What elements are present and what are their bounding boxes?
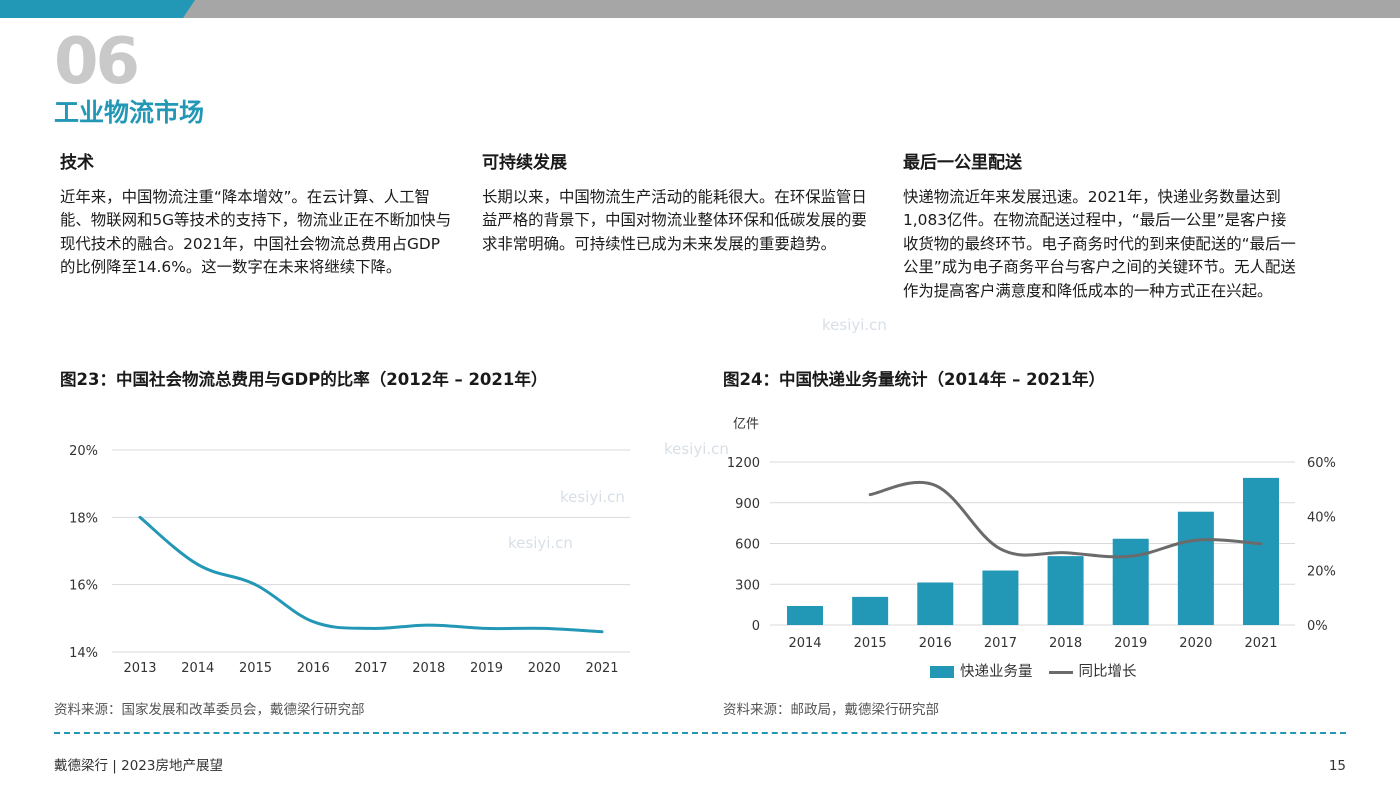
- bar-express-volume: [787, 605, 823, 625]
- x-tick-label: 2013: [123, 661, 156, 676]
- charts-canvas: 14% 16% 18% 20% 2013 2014 2015 2016 2017 2018 2019…: [69, 417, 1336, 676]
- y-tick-label-right: 40%: [1307, 510, 1336, 525]
- x-tick-label: 2021: [1244, 636, 1277, 651]
- column-body: 快递物流近年来发展迅速。2021年，快递业务数量达到1,083亿件。在物流配送过…: [903, 188, 1296, 300]
- section-number: 06: [54, 25, 140, 99]
- y-tick-label-left: 0: [752, 619, 760, 634]
- column-heading: 最后一公里配送: [903, 153, 1022, 173]
- top-banner-grey: [0, 0, 1400, 18]
- y-tick-label-right: 20%: [1307, 565, 1336, 580]
- x-tick-label: 2014: [788, 636, 821, 651]
- column-body: 长期以来，中国物流生产活动的能耗很大。在环保监管日益严格的背景下，中国对物流业整…: [482, 188, 867, 253]
- series-line-logistics-cost: [138, 515, 604, 634]
- chart-24-source: 资料来源：邮政局，戴德梁行研究部: [723, 702, 939, 718]
- x-tick-label: 2016: [297, 661, 330, 676]
- x-tick-label: 2018: [1049, 636, 1082, 651]
- watermark-text: kesiyi.cn: [508, 534, 573, 552]
- y-tick-label-right: 60%: [1307, 456, 1336, 471]
- column-heading: 技术: [60, 153, 94, 173]
- bar-express-volume: [1177, 511, 1214, 625]
- column-body: 近年来，中国物流注重“降本增效”。在云计算、人工智能、物联网和5G等技术的支持下…: [60, 188, 452, 277]
- top-banner-accent: [0, 0, 195, 18]
- x-tick-label: 2015: [854, 636, 887, 651]
- bar-express-volume: [1047, 556, 1084, 625]
- x-tick-label: 2017: [984, 636, 1017, 651]
- y-tick-label-left: 900: [735, 497, 760, 512]
- bar-express-volume: [1243, 477, 1279, 625]
- bar-express-volume: [852, 596, 889, 625]
- bar-express-volume: [1112, 538, 1149, 625]
- column-last-mile: 最后一公里配送 快递物流近年来发展迅速。2021年，快递业务数量达到1,083亿…: [903, 150, 1298, 303]
- legend-swatch-line: [1048, 670, 1073, 674]
- series-line-yoy-growth: [868, 480, 1263, 559]
- section-title: 工业物流市场: [54, 98, 205, 127]
- x-tick-label: 2020: [1179, 636, 1212, 651]
- y-tick-label-right: 0%: [1307, 619, 1328, 634]
- x-tick-label: 2019: [470, 661, 503, 676]
- page-number: 15: [1328, 758, 1346, 774]
- bar-express-volume: [917, 582, 954, 625]
- column-sustainability: 可持续发展 长期以来，中国物流生产活动的能耗很大。在环保监管日益严格的背景下，中…: [482, 150, 877, 256]
- x-tick-label: 2020: [528, 661, 561, 676]
- y-axis-label: 亿件: [733, 417, 759, 432]
- x-tick-label: 2015: [239, 661, 272, 676]
- x-tick-label: 2017: [354, 661, 387, 676]
- watermark-text: kesiyi.cn: [560, 488, 625, 506]
- bar-express-volume: [982, 570, 1019, 625]
- column-technology: 技术 近年来，中国物流注重“降本增效”。在云计算、人工智能、物联网和5G等技术的…: [60, 150, 455, 280]
- y-tick-label: 18%: [69, 511, 98, 526]
- y-tick-label: 14%: [69, 646, 98, 661]
- y-tick-label: 16%: [69, 579, 98, 594]
- y-tick-label: 20%: [69, 444, 98, 459]
- watermark-text: kesiyi.cn: [822, 316, 887, 334]
- chart-24-legend: 快递业务量 同比增长: [930, 662, 1137, 682]
- footer-text: 戴德梁行 | 2023房地产展望: [54, 758, 223, 774]
- chart-title-24: 图24：中国快递业务量统计（2014年 – 2021年）: [723, 370, 1106, 389]
- legend-label-volume: 快递业务量: [960, 664, 1033, 680]
- y-tick-label-left: 600: [735, 538, 760, 553]
- legend-swatch-bar: [930, 666, 954, 678]
- x-tick-label: 2018: [412, 661, 445, 676]
- column-heading: 可持续发展: [482, 153, 567, 173]
- chart-23-source: 资料来源：国家发展和改革委员会，戴德梁行研究部: [54, 702, 365, 718]
- y-tick-label-left: 300: [735, 578, 760, 593]
- x-tick-label: 2014: [181, 661, 214, 676]
- x-tick-label: 2019: [1114, 636, 1147, 651]
- x-tick-label: 2016: [919, 636, 952, 651]
- watermark-text: kesiyi.cn: [664, 440, 729, 458]
- y-tick-label-left: 1200: [727, 456, 760, 471]
- legend-label-growth: 同比增长: [1078, 664, 1137, 680]
- footer-divider: [54, 732, 1346, 734]
- x-tick-label: 2021: [585, 661, 618, 676]
- chart-title-23: 图23：中国社会物流总费用与GDP的比率（2012年 – 2021年）: [60, 370, 548, 389]
